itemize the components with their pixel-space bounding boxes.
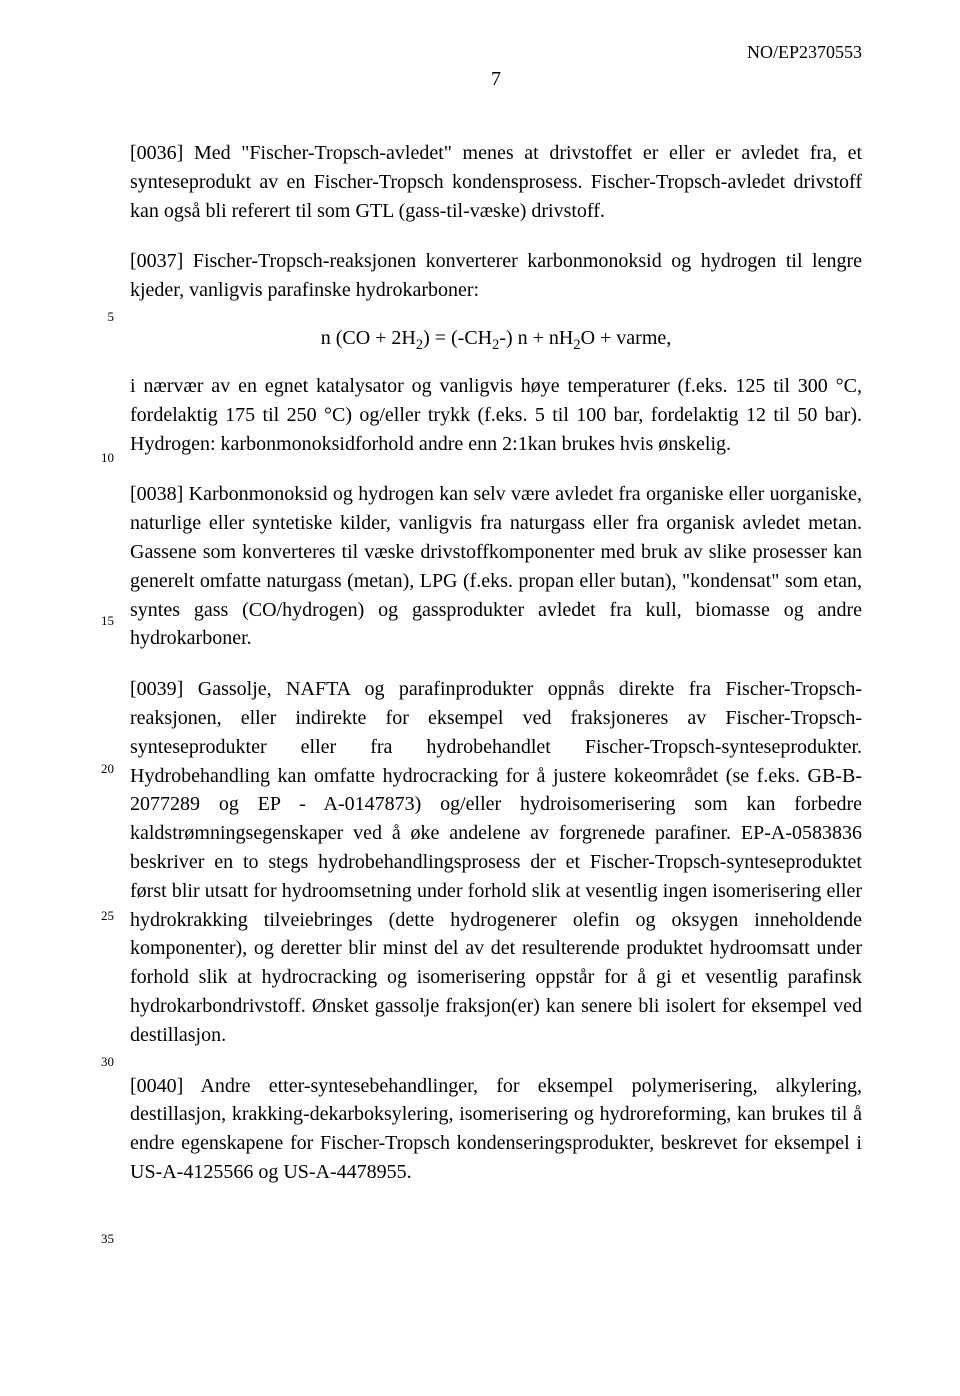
paragraph-0038: [0038] Karbonmonoksid og hydrogen kan se…: [130, 480, 862, 653]
equation: n (CO + 2H2) = (-CH2-) n + nH2O + varme,: [130, 327, 862, 350]
paragraph-0036: [0036] Med "Fischer-Tropsch-avledet" men…: [130, 139, 862, 225]
eq-part: ) = (-CH: [423, 327, 492, 349]
page-number: 7: [130, 68, 862, 91]
eq-part: O + varme,: [581, 327, 672, 349]
line-number-5: 5: [88, 309, 114, 325]
document-id: NO/EP2370553: [747, 42, 862, 63]
eq-part: n (CO + 2H: [321, 327, 416, 349]
paragraph-0040: [0040] Andre etter-syntesebehandlinger, …: [130, 1072, 862, 1187]
line-number-20: 20: [88, 761, 114, 777]
line-number-15: 15: [88, 613, 114, 629]
line-number-30: 30: [88, 1054, 114, 1070]
line-number-10: 10: [88, 450, 114, 466]
eq-part: -) n + nH: [499, 327, 573, 349]
line-number-35: 35: [88, 1231, 114, 1247]
line-number-25: 25: [88, 908, 114, 924]
paragraph-0037b: i nærvær av en egnet katalysator og vanl…: [130, 372, 862, 458]
paragraph-0037: [0037] Fischer-Tropsch-reaksjonen konver…: [130, 247, 862, 305]
eq-sub: 2: [416, 337, 423, 353]
eq-sub: 2: [573, 337, 580, 353]
paragraph-0039: [0039] Gassolje, NAFTA og parafinprodukt…: [130, 675, 862, 1049]
